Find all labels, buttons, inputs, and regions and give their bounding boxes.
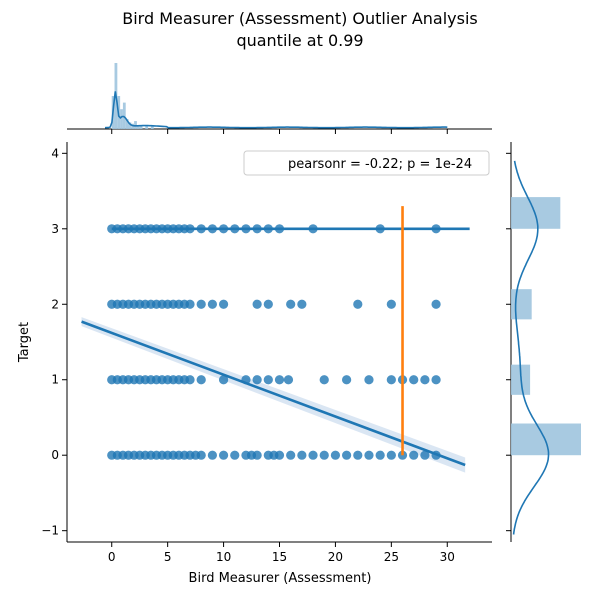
marginal-x-bar: [145, 125, 149, 129]
marginal-x-bar: [128, 122, 132, 129]
scatter-point: [386, 299, 396, 309]
scatter-point: [286, 299, 296, 309]
x-tick-label: 0: [108, 550, 116, 564]
y-tick-label: −1: [41, 524, 59, 538]
x-tick-label: 15: [272, 550, 287, 564]
scatter-point: [218, 450, 229, 460]
scatter-point: [196, 375, 206, 385]
scatter-point: [286, 450, 296, 460]
marginal-x-kde: [104, 91, 448, 129]
scatter-point: [274, 450, 285, 460]
marginal-x-bar: [120, 109, 123, 129]
scatter-point: [330, 450, 341, 460]
scatter-point: [297, 450, 307, 460]
scatter-point: [230, 450, 240, 460]
scatter-point: [308, 450, 318, 460]
y-tick-label: 3: [51, 222, 59, 236]
scatter-point: [263, 375, 273, 385]
x-tick-label: 30: [440, 550, 455, 564]
scatter-point: [353, 299, 363, 309]
y-axis-label: Target: [17, 322, 32, 363]
marginal-x-bar: [150, 126, 154, 129]
scatter-point: [431, 375, 441, 385]
legend-box: [243, 150, 490, 176]
y-tick-label: 1: [51, 373, 59, 387]
scatter-point: [353, 450, 363, 460]
x-tick-label: 5: [164, 550, 172, 564]
scatter-point: [319, 375, 329, 385]
legend: pearsonr = -0.22; p = 1e-24: [243, 150, 490, 176]
scatter-point: [420, 450, 430, 460]
scatter-point: [218, 299, 229, 309]
scatter-point: [252, 450, 262, 460]
scatter-point: [386, 450, 396, 460]
scatter-point: [409, 375, 419, 385]
x-tick-label: 10: [216, 550, 231, 564]
scatter-point: [185, 375, 195, 385]
marginal-y-bar: [511, 197, 561, 229]
scatter-point: [196, 450, 206, 460]
scatter-point: [386, 375, 396, 385]
marginal-x-bar: [136, 125, 140, 129]
marginal-y-kde: [512, 160, 550, 535]
chart-title: Bird Measurer (Assessment) Outlier Analy…: [122, 9, 478, 28]
chart-subtitle: quantile at 0.99: [236, 31, 364, 50]
scatter-point: [263, 299, 273, 309]
x-axis-label: Bird Measurer (Assessment): [189, 571, 372, 586]
y-tick-label: 2: [51, 297, 59, 311]
scatter-point: [297, 299, 307, 309]
marginal-x-bar: [122, 102, 126, 129]
regression-line: [81, 320, 466, 467]
marginal-x-bar: [139, 125, 143, 129]
scatter-point: [252, 299, 262, 309]
confidence-band: [81, 317, 466, 473]
scatter-point: [185, 299, 195, 309]
scatter-point: [218, 375, 229, 385]
scatter-point: [274, 375, 285, 385]
scatter-point: [409, 450, 419, 460]
scatter-point: [319, 450, 329, 460]
y-tick-label: 0: [51, 448, 59, 462]
scatter-panel: 0 5 10 15 20 25 30 −1 0 1 2 3 4 pearsonr = -0.22; p …: [17, 142, 492, 586]
scatter-point: [342, 450, 352, 460]
marginal-y-bar: [511, 289, 532, 320]
scatter-point: [207, 450, 217, 460]
scatter-point: [283, 375, 294, 385]
scatter-point: [364, 375, 374, 385]
scatter-point: [252, 375, 262, 385]
legend-text: pearsonr = -0.22; p = 1e-24: [288, 157, 472, 172]
scatter-point: [196, 299, 206, 309]
x-tick-label: 25: [384, 550, 399, 564]
y-tick-label: 4: [51, 146, 59, 160]
marginal-x-bar: [125, 119, 129, 129]
scatter-point: [431, 299, 441, 309]
scatter-point: [342, 375, 352, 385]
scatter-point: [364, 450, 374, 460]
scatter-point: [420, 375, 430, 385]
scatter-point: [207, 299, 217, 309]
x-tick-label: 20: [328, 550, 343, 564]
marginal-y-distribution: [506, 142, 581, 542]
marginal-x-distribution: [67, 63, 492, 134]
scatter-point: [375, 450, 385, 460]
marginal-y-bar: [511, 423, 581, 456]
